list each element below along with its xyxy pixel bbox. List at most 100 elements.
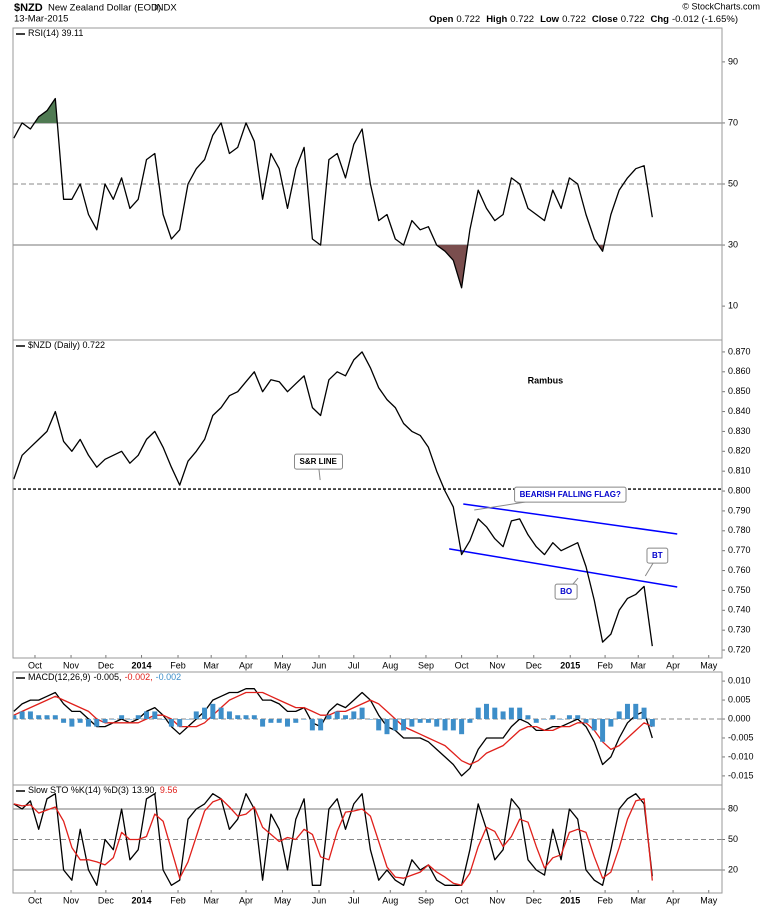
x-tick-label: Apr (666, 660, 680, 670)
x-tick-label: Mar (203, 660, 219, 670)
quote-value: 0.722 (621, 14, 645, 25)
y-tick-label: 0.840 (728, 406, 751, 416)
histogram-bar (218, 707, 224, 720)
y-tick-label: 0.780 (728, 525, 751, 535)
panel-frame (12, 784, 723, 894)
quote-label: Open (429, 14, 453, 25)
legend-entry: 13.90, (132, 785, 157, 795)
series-line (13, 793, 653, 886)
x-tick-label: Feb (597, 660, 613, 670)
legend-entry: -0.002, (125, 672, 153, 682)
y-tick-label: 0.870 (728, 346, 751, 356)
y-tick-label: 0.720 (728, 644, 751, 654)
x-tick-label: Aug (382, 895, 398, 905)
quote-value: 0.722 (456, 14, 480, 25)
histogram-bar (624, 703, 630, 720)
legend: RSI(14) 39.11 (28, 28, 83, 38)
histogram-bar (243, 715, 249, 720)
legend: Slow STO %K(14) %D(3) 13.90, 9.56 (28, 785, 177, 795)
histogram-bar (268, 719, 274, 723)
y-tick-label: 0.750 (728, 585, 751, 595)
legend: MACD(12,26,9) -0.005, -0.002, -0.002 (28, 672, 181, 682)
histogram-bar (168, 719, 174, 727)
annotation-box (646, 547, 669, 564)
histogram-bar (434, 719, 440, 727)
y-tick-label: 0.800 (728, 485, 751, 495)
histogram-bar (517, 707, 523, 720)
x-tick-label: Oct (28, 895, 43, 905)
x-tick-label: Mar (203, 895, 219, 905)
x-tick-label: Dec (526, 660, 543, 670)
x-tick-label: Jul (348, 895, 360, 905)
histogram-bar (608, 719, 614, 727)
x-tick-label: Feb (170, 895, 186, 905)
x-tick-label: Nov (63, 895, 80, 905)
series-line (13, 97, 653, 289)
histogram-bar (500, 711, 506, 720)
histogram-bar (185, 719, 191, 720)
histogram-bar (235, 715, 241, 720)
x-tick-label: Jun (312, 660, 327, 670)
histogram-bar (260, 719, 266, 727)
y-tick-label: 0.770 (728, 545, 751, 555)
x-tick-label: 2014 (132, 895, 152, 905)
annotation: BEARISH FALLING FLAG? (520, 490, 621, 499)
histogram-bar (633, 703, 639, 720)
x-tick-label: Nov (489, 895, 506, 905)
quote: Open 0.722 High 0.722 Low 0.722 Close 0.722 Chg -… (429, 14, 738, 25)
legend-title: RSI(14) 39.11 (28, 28, 83, 38)
histogram-bar (309, 719, 315, 731)
histogram-bar (401, 719, 407, 731)
y-tick-label: 50 (728, 834, 738, 844)
trend-line (449, 548, 678, 588)
panel-frame (12, 339, 723, 659)
histogram-bar (475, 707, 481, 720)
x-tick-label: Mar (630, 660, 646, 670)
series-line (13, 351, 653, 647)
legend: $NZD (Daily) 0.722 (28, 340, 105, 350)
histogram-bar (417, 719, 423, 723)
annotation-box (293, 453, 343, 470)
histogram-bar (44, 715, 50, 720)
panel-plot (13, 688, 722, 777)
histogram-bar (61, 719, 67, 723)
x-tick-label: Jul (348, 660, 360, 670)
histogram-bar (583, 719, 589, 723)
exchange: INDX (154, 3, 177, 14)
x-tick-label: Jun (312, 895, 327, 905)
quote-label: Chg (651, 14, 670, 25)
histogram-bar (135, 715, 141, 720)
histogram-bar (334, 711, 340, 720)
histogram-bar (575, 715, 581, 720)
histogram-bar (77, 719, 83, 723)
histogram-bar (384, 719, 390, 735)
histogram-bar (119, 715, 125, 720)
histogram-bar (276, 719, 282, 723)
histogram-bar (459, 719, 465, 735)
legend-entry: 9.56 (160, 785, 178, 795)
x-tick-label: 2015 (560, 660, 580, 670)
y-tick-label: 0.810 (728, 466, 751, 476)
histogram-bar (600, 719, 606, 742)
histogram-bar (450, 719, 456, 731)
x-tick-label: May (700, 895, 718, 905)
instrument-name: New Zealand Dollar (EOD) (48, 3, 161, 14)
histogram-bar (558, 719, 564, 720)
histogram-bar (85, 719, 91, 727)
y-tick-label: 80 (728, 803, 738, 813)
y-tick-label: 0.740 (728, 605, 751, 615)
x-tick-label: Nov (489, 660, 506, 670)
histogram-bar (367, 719, 373, 720)
histogram-bar (616, 711, 622, 720)
quote-label: High (486, 14, 507, 25)
x-tick-label: Nov (63, 660, 80, 670)
x-tick-label: Sep (418, 660, 434, 670)
panel-plot (13, 97, 722, 289)
histogram-bar (177, 719, 183, 727)
series-line (13, 691, 653, 766)
y-tick-label: 0.010 (728, 675, 751, 685)
histogram-bar (641, 707, 647, 720)
histogram-bar (102, 719, 108, 723)
histogram-bar (52, 715, 58, 720)
